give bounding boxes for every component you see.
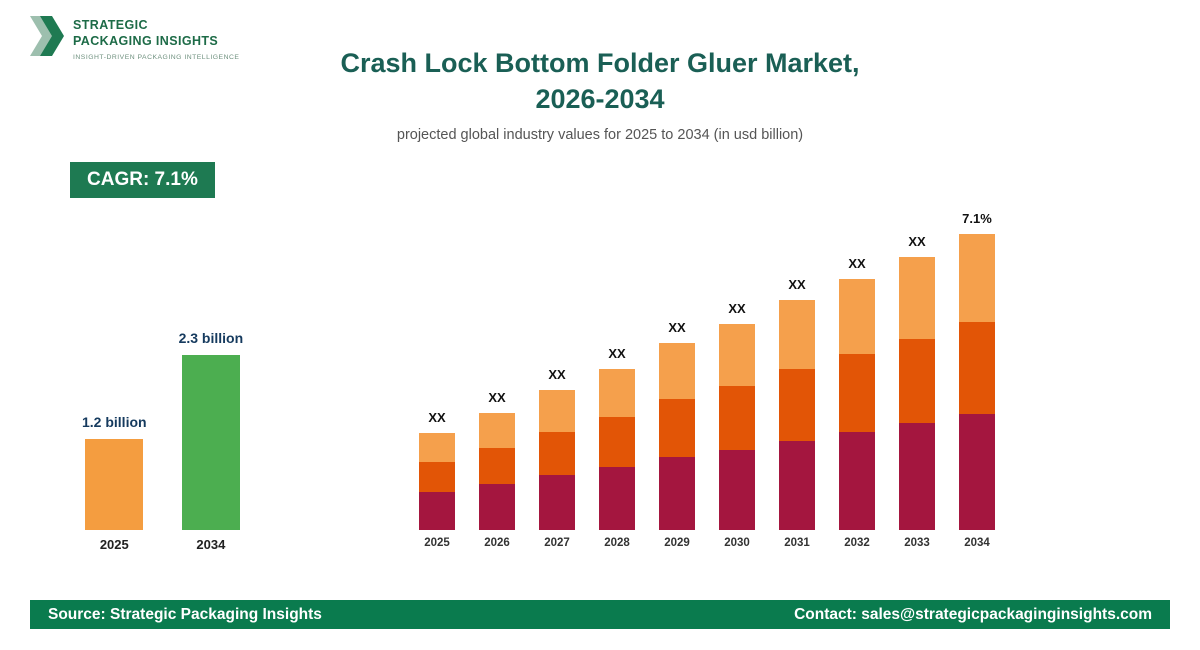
brand-name-line1: STRATEGIC <box>73 18 148 32</box>
cagr-badge: CAGR: 7.1% <box>70 162 215 198</box>
bar-bottom-segment <box>839 432 875 530</box>
bar-value-label: XX <box>908 234 926 249</box>
stacked-bar-column: 7.1% 2034 <box>947 211 1007 553</box>
stacked-bar-column: XX 2027 <box>527 211 587 553</box>
bar-top-segment <box>659 343 695 399</box>
bar-bottom-segment <box>719 450 755 530</box>
stacked-bar-column: XX 2031 <box>767 211 827 553</box>
bar-value-label: XX <box>548 367 566 382</box>
brand-text: STRATEGIC PACKAGING INSIGHTS INSIGHT-DRI… <box>73 14 239 61</box>
x-axis-label: 2034 <box>964 537 990 549</box>
x-axis-label: 2026 <box>484 537 510 549</box>
bar-bottom-segment <box>779 441 815 530</box>
page-title-line2: 2026-2034 <box>535 84 665 115</box>
x-axis-label: 2028 <box>604 537 630 549</box>
stacked-bar <box>599 369 635 530</box>
bar-top-segment <box>839 279 875 354</box>
mini-bar <box>181 355 240 530</box>
x-axis-label: 2031 <box>784 537 810 549</box>
stacked-bar-column: XX 2033 <box>887 211 947 553</box>
footer-contact: Contact: sales@strategicpackaginginsight… <box>794 605 1152 623</box>
mini-bar-chart: 1.2 billion 2025 2.3 billion 2034 <box>82 330 243 553</box>
bar-bottom-segment <box>599 467 635 530</box>
bar-middle-segment <box>419 462 455 492</box>
bar-top-segment <box>959 234 995 322</box>
stacked-bar <box>479 413 515 530</box>
bar-middle-segment <box>899 339 935 423</box>
stacked-bar <box>659 343 695 530</box>
bar-top-segment <box>419 433 455 462</box>
bar-value-label: XX <box>788 277 806 292</box>
bar-value-label: XX <box>848 256 866 271</box>
bar-bottom-segment <box>419 492 455 530</box>
mini-bar-column: 2.3 billion 2034 <box>179 330 244 553</box>
bar-bottom-segment <box>659 457 695 530</box>
bar-bottom-segment <box>959 414 995 530</box>
stacked-bar-chart: XX 2025 XX 2026 XX 2027 XX 2028 XX 2029 XX 2030 XX 20… <box>407 211 1007 553</box>
stacked-bar <box>539 390 575 530</box>
x-axis-label: 2025 <box>424 537 450 549</box>
stacked-bar-column: XX 2028 <box>587 211 647 553</box>
mini-bar <box>85 439 144 530</box>
stacked-bar <box>719 324 755 530</box>
footer-bar: Source: Strategic Packaging Insights Con… <box>30 600 1170 629</box>
bar-bottom-segment <box>479 484 515 530</box>
brand-chevrons-icon <box>30 14 64 63</box>
mini-x-axis-label: 2034 <box>196 537 226 552</box>
bar-middle-segment <box>839 354 875 432</box>
bar-middle-segment <box>779 369 815 441</box>
x-axis-label: 2027 <box>544 537 570 549</box>
stacked-bar <box>899 257 935 530</box>
bar-value-label: XX <box>428 410 446 425</box>
bar-middle-segment <box>539 432 575 475</box>
x-axis-label: 2033 <box>904 537 930 549</box>
stacked-bar-column: XX 2032 <box>827 211 887 553</box>
stacked-bar <box>959 234 995 530</box>
stacked-bar-column: XX 2026 <box>467 211 527 553</box>
bar-middle-segment <box>599 417 635 467</box>
bar-bottom-segment <box>899 423 935 530</box>
stacked-bar-column: XX 2025 <box>407 211 467 553</box>
mini-bar-column: 1.2 billion 2025 <box>82 414 147 553</box>
bar-middle-segment <box>479 448 515 484</box>
bar-value-label: XX <box>608 346 626 361</box>
mini-x-axis-label: 2025 <box>99 537 129 552</box>
header: Crash Lock Bottom Folder Gluer Market, 2… <box>0 45 1200 143</box>
page-title-line1: Crash Lock Bottom Folder Gluer Market, <box>340 48 860 78</box>
bar-middle-segment <box>659 399 695 457</box>
bar-value-label: 7.1% <box>962 211 992 226</box>
page-title: Crash Lock Bottom Folder Gluer Market, 2… <box>0 45 1200 118</box>
brand-name-line2: PACKAGING INSIGHTS <box>73 33 219 48</box>
x-axis-label: 2029 <box>664 537 690 549</box>
bar-top-segment <box>599 369 635 417</box>
page-subtitle: projected global industry values for 202… <box>396 126 804 143</box>
x-axis-label: 2032 <box>844 537 870 549</box>
stacked-bar <box>419 433 455 530</box>
mini-bar-value-label: 1.2 billion <box>82 414 147 430</box>
stacked-bar <box>839 279 875 530</box>
stacked-bar-column: XX 2029 <box>647 211 707 553</box>
brand-tagline: INSIGHT-DRIVEN PACKAGING INTELLIGENCE <box>73 54 240 62</box>
bar-middle-segment <box>719 386 755 450</box>
bar-top-segment <box>719 324 755 386</box>
bar-top-segment <box>779 300 815 369</box>
stacked-bar-column: XX 2030 <box>707 211 767 553</box>
bar-value-label: XX <box>668 320 686 335</box>
bar-top-segment <box>899 257 935 339</box>
x-axis-label: 2030 <box>724 537 750 549</box>
brand-logo: STRATEGIC PACKAGING INSIGHTS INSIGHT-DRI… <box>30 14 239 63</box>
bar-value-label: XX <box>488 390 506 405</box>
footer-source: Source: Strategic Packaging Insights <box>48 605 322 623</box>
bar-middle-segment <box>959 322 995 414</box>
bar-value-label: XX <box>728 301 746 316</box>
bar-top-segment <box>479 413 515 448</box>
bar-bottom-segment <box>539 475 575 530</box>
bar-top-segment <box>539 390 575 432</box>
mini-bar-value-label: 2.3 billion <box>178 330 244 346</box>
stacked-bar <box>779 300 815 530</box>
